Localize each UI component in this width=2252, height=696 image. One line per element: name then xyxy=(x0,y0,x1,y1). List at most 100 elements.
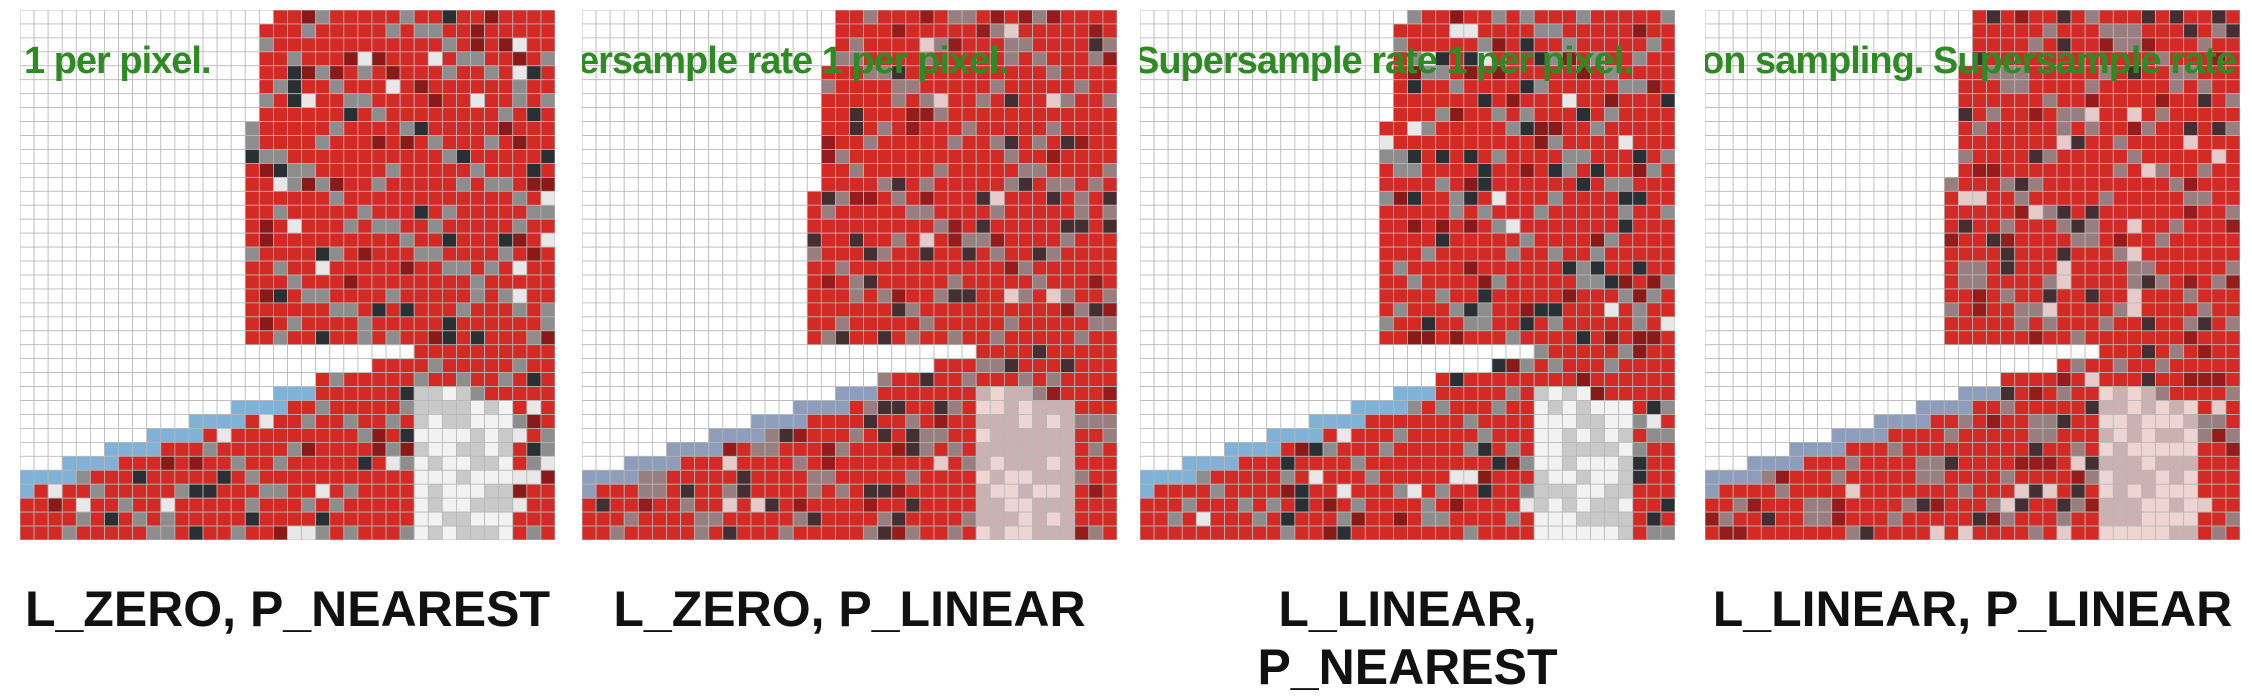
pixel-cell xyxy=(244,260,260,276)
pixel-cell xyxy=(526,274,542,290)
pixel-cell xyxy=(244,441,260,457)
pixel-cell xyxy=(1477,316,1493,332)
pixel-cell xyxy=(694,107,710,122)
pixel-cell xyxy=(1760,232,1776,248)
pixel-cell xyxy=(1209,302,1225,318)
pixel-cell xyxy=(1859,163,1875,178)
pixel-cell xyxy=(1561,400,1577,415)
pixel-cell xyxy=(104,414,119,429)
pixel-cell xyxy=(2098,107,2114,122)
pixel-cell xyxy=(1322,483,1338,499)
pixel-cell xyxy=(89,428,105,443)
pixel-cell xyxy=(708,455,724,471)
pixel-cell xyxy=(1646,135,1662,150)
pixel-cell xyxy=(526,511,542,527)
pixel-cell xyxy=(1350,190,1366,206)
pixel-cell xyxy=(806,316,822,332)
pixel-cell xyxy=(933,93,949,109)
pixel-cell xyxy=(118,176,134,192)
pixel-cell xyxy=(61,246,77,262)
pixel-cell xyxy=(1547,121,1563,136)
pixel-cell xyxy=(470,386,486,401)
pixel-cell xyxy=(512,246,528,262)
pixel-cell xyxy=(806,10,822,25)
pixel-cell xyxy=(329,149,345,164)
pixel-cell xyxy=(1195,121,1211,136)
pixel-cell xyxy=(1046,469,1062,485)
pixel-cell xyxy=(1660,37,1675,53)
pixel-cell xyxy=(947,135,963,150)
pixel-cell xyxy=(427,149,443,164)
pixel-cell xyxy=(1294,10,1310,25)
pixel-cell xyxy=(1140,232,1155,248)
pixel-cell xyxy=(1252,10,1268,25)
pixel-grid-image xyxy=(1140,10,1675,540)
pixel-cell xyxy=(1336,204,1352,220)
pixel-cell xyxy=(905,525,921,540)
pixel-cell xyxy=(1646,274,1662,290)
pixel-cell xyxy=(933,400,949,415)
pixel-cell xyxy=(849,386,864,401)
pixel-cell xyxy=(806,302,822,318)
pixel-cell xyxy=(989,218,1005,234)
pixel-cell xyxy=(160,511,176,527)
pixel-cell xyxy=(1732,176,1748,192)
pixel-cell xyxy=(722,344,738,360)
pixel-cell xyxy=(1102,525,1117,540)
pixel-cell xyxy=(961,316,977,332)
pixel-cell xyxy=(989,232,1005,248)
pixel-cell xyxy=(498,149,514,164)
pixel-cell xyxy=(47,149,63,164)
pixel-cell xyxy=(258,149,274,164)
pixel-cell xyxy=(1519,455,1535,471)
pixel-cell xyxy=(1561,149,1577,164)
pixel-cell xyxy=(637,441,653,457)
pixel-cell xyxy=(694,455,710,471)
pixel-cell xyxy=(1238,344,1254,360)
pixel-cell xyxy=(1140,93,1155,109)
pixel-cell xyxy=(1252,483,1268,499)
pixel-cell xyxy=(343,469,359,485)
pixel-cell xyxy=(132,302,148,318)
pixel-cell xyxy=(806,372,822,387)
pixel-cell xyxy=(975,246,991,262)
pixel-cell xyxy=(835,288,850,304)
pixel-cell xyxy=(961,204,977,220)
pixel-cell xyxy=(1032,51,1048,67)
pixel-cell xyxy=(1505,149,1521,164)
pixel-cell xyxy=(609,288,625,304)
pixel-cell xyxy=(1986,204,2002,220)
pixel-cell xyxy=(484,51,500,67)
pixel-cell xyxy=(1364,511,1380,527)
pixel-cell xyxy=(526,121,542,136)
pixel-cell xyxy=(2028,135,2044,150)
pixel-cell xyxy=(835,469,850,485)
pixel-cell xyxy=(877,455,893,471)
pixel-cell xyxy=(2028,204,2044,220)
pixel-cell xyxy=(1660,135,1675,150)
pixel-cell xyxy=(1266,10,1282,25)
pixel-cell xyxy=(1449,414,1465,429)
pixel-cell xyxy=(1746,135,1762,150)
pixel-cell xyxy=(104,163,119,178)
pixel-cell xyxy=(456,37,471,53)
pixel-cell xyxy=(540,79,555,95)
pixel-cell xyxy=(1477,428,1493,443)
pixel-cell xyxy=(975,302,991,318)
pixel-cell xyxy=(1943,163,1959,178)
pixel-cell xyxy=(413,65,429,81)
pixel-cell xyxy=(947,163,963,178)
pixel-cell xyxy=(118,274,134,290)
pixel-grid-image xyxy=(582,10,1117,540)
pixel-cell xyxy=(1746,23,1762,39)
pixel-cell xyxy=(919,441,935,457)
pixel-cell xyxy=(202,288,218,304)
pixel-cell xyxy=(427,37,443,53)
pixel-cell xyxy=(75,316,91,332)
pixel-cell xyxy=(399,23,415,39)
pixel-cell xyxy=(273,163,288,178)
pixel-cell xyxy=(1505,497,1521,513)
pixel-cell xyxy=(1046,93,1062,109)
pixel-cell xyxy=(216,176,232,192)
pixel-cell xyxy=(694,497,710,513)
